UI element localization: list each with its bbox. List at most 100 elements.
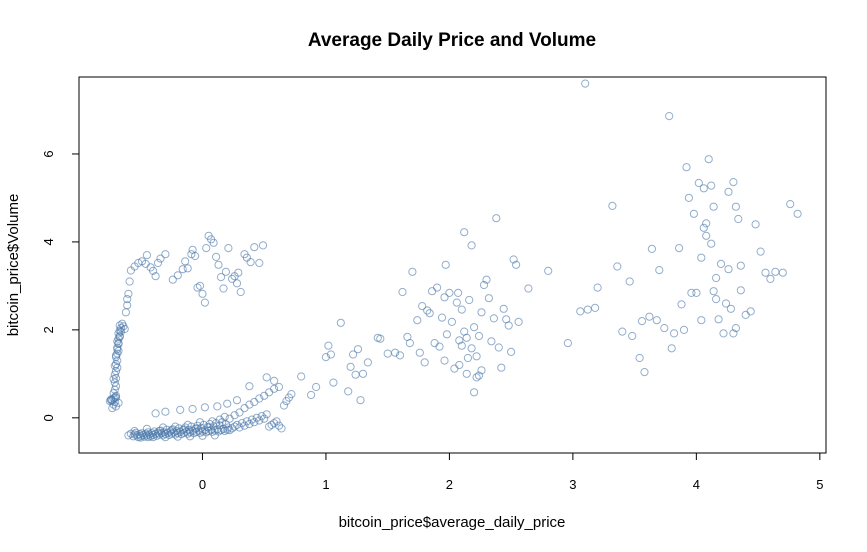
- data-point: [635, 353, 644, 363]
- y-tick-label: 4: [41, 238, 56, 245]
- data-point: [482, 275, 491, 284]
- data-point: [260, 414, 269, 423]
- y-tick-label: 0: [41, 414, 56, 421]
- data-point: [110, 370, 119, 379]
- data-point: [123, 295, 132, 304]
- data-point: [265, 388, 274, 397]
- data-point: [113, 345, 122, 354]
- data-point: [212, 252, 221, 261]
- x-axis: 0 1 2 3 4 5: [199, 452, 823, 492]
- data-point: [111, 382, 121, 391]
- data-point: [442, 330, 451, 339]
- data-point: [709, 202, 718, 211]
- data-point: [721, 299, 731, 308]
- x-tick-label: 3: [569, 477, 576, 492]
- data-point: [121, 308, 131, 317]
- data-point: [208, 417, 217, 426]
- data-point: [640, 368, 649, 377]
- data-point: [712, 295, 721, 304]
- data-point: [274, 421, 284, 430]
- data-point: [408, 267, 417, 276]
- data-point: [645, 312, 654, 321]
- data-point: [702, 231, 711, 240]
- data-point: [191, 251, 200, 261]
- data-point: [771, 267, 780, 276]
- data-point: [250, 243, 259, 252]
- data-point: [255, 394, 264, 403]
- data-point: [232, 279, 242, 288]
- data-point: [712, 273, 721, 283]
- data-point: [326, 350, 335, 359]
- data-point: [793, 209, 802, 218]
- data-point: [702, 219, 711, 228]
- data-point: [111, 351, 121, 360]
- data-point: [724, 265, 733, 274]
- data-point: [321, 353, 330, 362]
- data-point: [729, 329, 738, 338]
- data-point: [240, 421, 249, 430]
- data-point: [225, 414, 234, 423]
- data-point: [454, 288, 463, 297]
- data-point: [457, 341, 466, 350]
- data-point: [136, 433, 145, 442]
- data-point: [544, 266, 553, 275]
- data-point: [228, 274, 237, 283]
- data-point: [351, 370, 360, 379]
- data-point: [279, 401, 289, 410]
- data-point: [193, 283, 202, 292]
- data-point: [114, 339, 123, 348]
- data-point: [576, 307, 585, 316]
- data-point: [450, 364, 459, 373]
- data-point: [200, 298, 209, 307]
- plot-frame: [78, 76, 827, 454]
- data-point: [195, 418, 205, 427]
- data-point: [677, 300, 686, 309]
- data-point: [413, 316, 422, 325]
- data-point: [786, 200, 795, 209]
- data-point: [210, 431, 219, 440]
- data-point: [689, 209, 699, 218]
- x-tick-label: 4: [693, 477, 700, 492]
- data-point: [497, 363, 506, 372]
- data-point: [204, 423, 213, 432]
- data-point: [173, 271, 182, 280]
- data-point: [709, 287, 718, 296]
- data-point: [215, 415, 224, 424]
- data-point: [778, 268, 787, 277]
- data-point: [593, 283, 602, 292]
- data-point: [514, 317, 523, 326]
- data-point: [344, 387, 353, 396]
- data-point: [670, 329, 679, 338]
- data-point: [455, 360, 464, 370]
- data-point: [329, 378, 338, 387]
- x-tick-label: 1: [322, 477, 329, 492]
- data-point: [187, 250, 196, 259]
- data-point: [437, 313, 447, 322]
- data-point: [236, 287, 245, 297]
- data-point: [435, 342, 444, 351]
- data-point: [707, 239, 716, 248]
- data-point: [240, 404, 249, 413]
- data-point: [246, 258, 255, 267]
- data-point: [625, 277, 634, 286]
- data-point: [224, 244, 233, 253]
- data-point: [270, 419, 279, 428]
- data-point: [186, 432, 195, 441]
- data-point: [324, 341, 333, 350]
- data-point: [462, 369, 471, 378]
- data-point: [457, 305, 466, 314]
- data-point: [766, 274, 775, 283]
- data-point: [423, 306, 432, 315]
- data-point: [637, 317, 647, 326]
- data-point: [499, 304, 508, 313]
- data-point: [726, 304, 736, 313]
- data-point: [161, 250, 170, 259]
- data-point: [667, 344, 676, 353]
- data-point: [223, 399, 232, 408]
- data-point: [484, 294, 493, 303]
- data-point: [174, 424, 184, 433]
- data-point: [156, 254, 165, 263]
- data-point: [149, 266, 158, 275]
- data-point: [731, 202, 741, 211]
